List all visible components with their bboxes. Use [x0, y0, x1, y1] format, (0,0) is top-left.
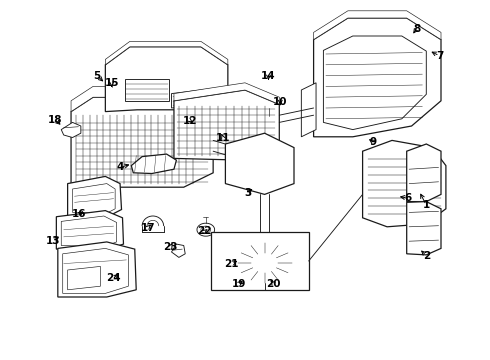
Polygon shape	[73, 184, 115, 213]
Text: 19: 19	[232, 279, 246, 289]
Text: 20: 20	[266, 279, 281, 289]
Text: 7: 7	[436, 51, 443, 61]
Text: 18: 18	[48, 114, 62, 125]
Text: 15: 15	[104, 78, 119, 88]
Text: 8: 8	[413, 24, 420, 34]
Text: 3: 3	[244, 188, 251, 198]
Polygon shape	[61, 216, 117, 247]
Polygon shape	[314, 18, 441, 137]
Text: 12: 12	[183, 116, 197, 126]
Polygon shape	[301, 83, 316, 137]
Text: 10: 10	[273, 96, 288, 107]
Polygon shape	[407, 144, 441, 202]
Text: 2: 2	[423, 251, 430, 261]
Text: 23: 23	[163, 242, 178, 252]
Polygon shape	[172, 244, 185, 257]
Text: 21: 21	[224, 258, 239, 269]
Text: 4: 4	[116, 162, 124, 172]
Text: 14: 14	[261, 71, 276, 81]
Polygon shape	[125, 79, 169, 101]
Polygon shape	[172, 88, 218, 108]
Text: 6: 6	[404, 193, 411, 203]
Polygon shape	[225, 133, 294, 194]
Polygon shape	[56, 211, 123, 250]
Polygon shape	[105, 47, 228, 112]
Text: 13: 13	[46, 236, 60, 246]
Polygon shape	[68, 176, 122, 218]
Polygon shape	[131, 154, 176, 174]
Polygon shape	[211, 232, 309, 290]
Text: 1: 1	[423, 200, 430, 210]
Polygon shape	[68, 266, 100, 290]
Polygon shape	[71, 97, 213, 187]
Polygon shape	[58, 242, 136, 297]
Text: 24: 24	[106, 273, 121, 283]
Polygon shape	[363, 140, 446, 227]
Text: 5: 5	[94, 71, 100, 81]
Polygon shape	[407, 202, 441, 255]
Text: 11: 11	[216, 132, 230, 143]
Text: 22: 22	[197, 226, 212, 236]
Text: 17: 17	[141, 222, 155, 233]
Text: 16: 16	[72, 209, 87, 219]
Polygon shape	[323, 36, 426, 130]
Text: 9: 9	[370, 137, 377, 147]
Polygon shape	[174, 83, 279, 104]
Polygon shape	[61, 122, 81, 138]
Polygon shape	[314, 11, 441, 40]
Polygon shape	[71, 86, 213, 112]
Polygon shape	[105, 41, 228, 65]
Polygon shape	[63, 248, 128, 293]
Polygon shape	[174, 90, 279, 160]
